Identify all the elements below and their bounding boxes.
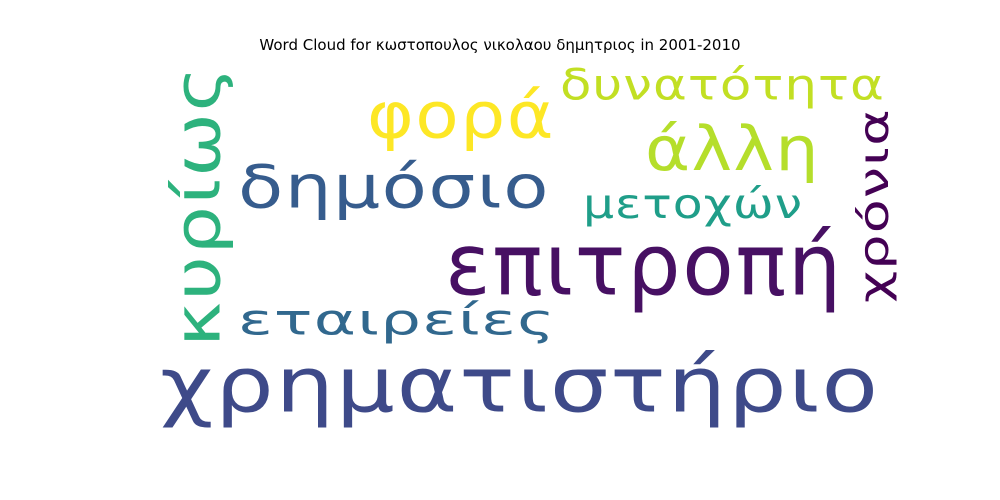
word-5: φορά [367,78,555,153]
word-7: δυνατότητα [560,61,885,111]
word-6: άλλη [645,114,820,185]
word-8: εταιρείες [238,295,556,345]
word-9: μετοχών [583,180,803,228]
word-1: χρηματιστήριο [160,341,880,431]
chart-title: Word Cloud for κωστοπουλος νικολαου δημη… [259,36,741,54]
word-2: επιτροπή [445,216,843,316]
word-4: κυρίως [160,65,235,347]
word-10: χρόνια [850,108,898,303]
word-3: δημόσιο [238,153,550,222]
